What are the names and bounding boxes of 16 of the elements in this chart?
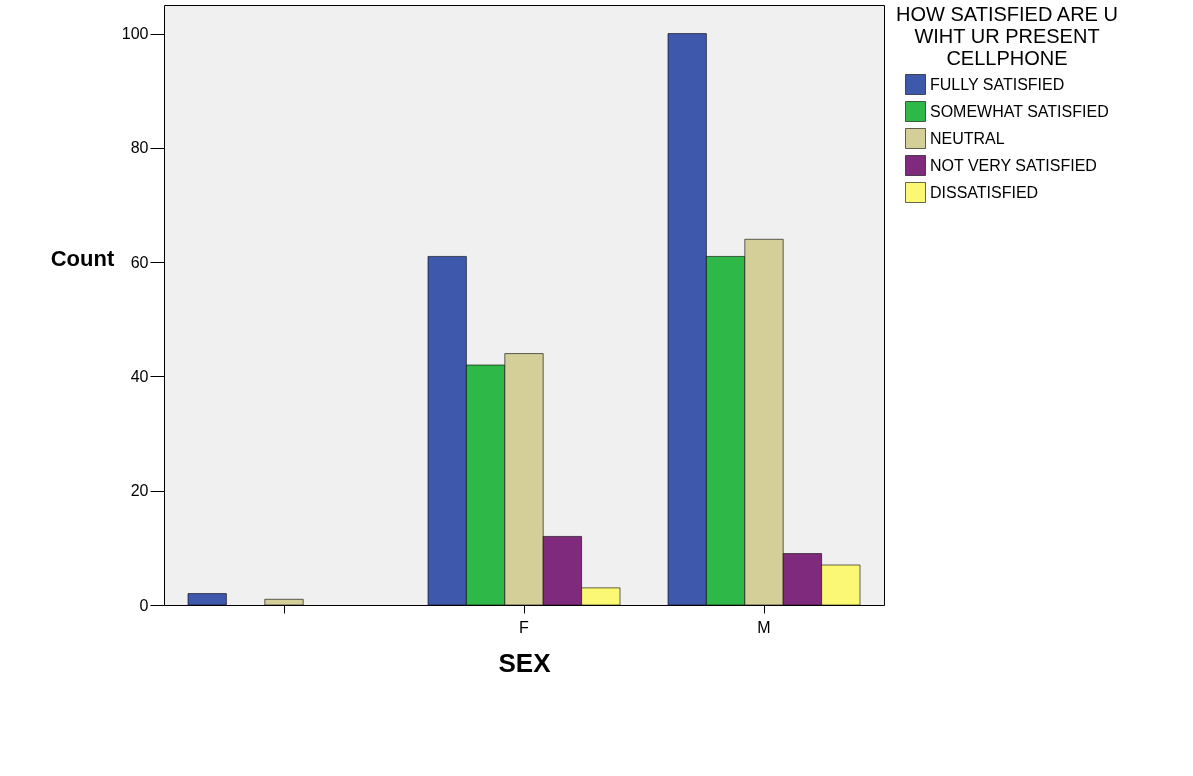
- legend-label: SOMEWHAT SATISFIED: [930, 102, 1109, 120]
- legend-title: HOW SATISFIED ARE U WIHT UR PRESENT CELLPHONE: [896, 3, 1118, 69]
- y-tick-label: 20: [130, 482, 149, 500]
- legend-label: FULLY SATISFIED: [930, 75, 1065, 93]
- x-tick-label: F: [519, 618, 530, 636]
- y-tick-label: 80: [130, 139, 149, 157]
- y-tick-label: 60: [130, 253, 149, 271]
- y-tick-label: 40: [130, 367, 149, 385]
- legend-label: NEUTRAL: [930, 129, 1005, 147]
- x-axis-title: SEX: [498, 647, 552, 678]
- legend-label: NOT VERY SATISFIED: [930, 156, 1097, 174]
- legend-label: DISSATISFIED: [930, 183, 1039, 201]
- y-tick-label: 100: [121, 25, 149, 43]
- x-tick-label: M: [757, 618, 771, 636]
- y-tick-label: 0: [139, 596, 149, 614]
- y-axis-title: Count: [50, 245, 115, 271]
